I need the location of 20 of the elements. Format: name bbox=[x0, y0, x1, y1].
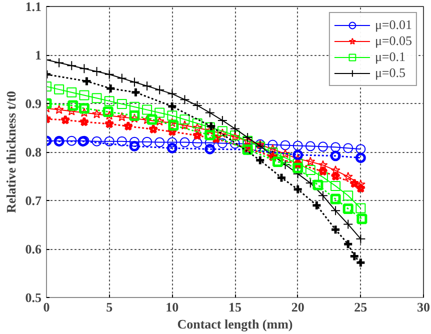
x-tick-label: 20 bbox=[291, 300, 304, 314]
x-tick-label: 25 bbox=[354, 300, 368, 314]
y-tick-label: 0.9 bbox=[25, 96, 42, 111]
x-tick-label: 15 bbox=[228, 300, 242, 314]
y-axis-title: Relative thickness t/t0 bbox=[3, 90, 18, 214]
legend-label: μ=0.1 bbox=[374, 49, 406, 65]
x-tick-label: 10 bbox=[166, 300, 179, 314]
legend-label: μ=0.05 bbox=[374, 33, 412, 49]
x-tick-label: 5 bbox=[106, 300, 114, 314]
y-tick-label: 0.6 bbox=[25, 242, 42, 256]
y-tick-label: 1.1 bbox=[25, 0, 42, 14]
y-tick-label: 0.8 bbox=[25, 144, 42, 160]
y-tick-label: 0.5 bbox=[25, 290, 42, 305]
y-tick-label: 0.7 bbox=[25, 193, 42, 208]
y-tick-label: 1 bbox=[35, 48, 42, 62]
x-tick-label: 30 bbox=[417, 300, 430, 314]
legend-label: μ=0.01 bbox=[374, 17, 412, 33]
x-tick-label: 0 bbox=[43, 300, 50, 314]
legend-label: μ=0.5 bbox=[374, 65, 406, 81]
x-axis-title: Contact length (mm) bbox=[177, 316, 293, 332]
